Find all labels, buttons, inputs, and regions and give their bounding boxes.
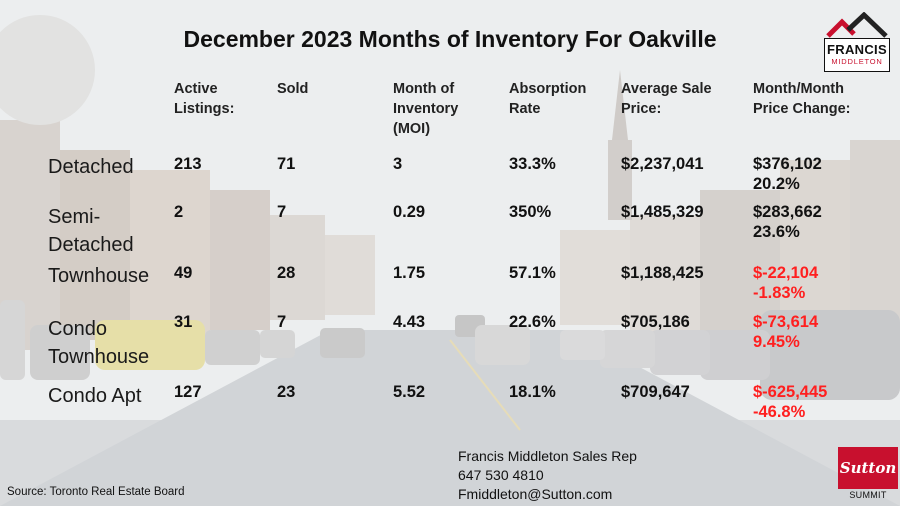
cell-avg-price: $705,186 <box>621 313 690 331</box>
cell-change-pct: -46.8% <box>753 403 806 421</box>
cell-moi: 1.75 <box>393 264 426 282</box>
cell-avg-price: $1,485,329 <box>621 203 704 221</box>
cell-change-pct: 23.6% <box>753 223 800 241</box>
logo-name: FRANCIS <box>827 42 887 57</box>
cell-moi: 3 <box>393 155 403 173</box>
cell-change-amount: $-73,614 <box>753 313 819 331</box>
contact-email: Fmiddleton@Sutton.com <box>458 486 613 502</box>
cell-change-pct: 20.2% <box>753 175 800 193</box>
cell-active: 127 <box>174 383 202 401</box>
cell-avg-price: $1,188,425 <box>621 264 704 282</box>
cell-moi: 5.52 <box>393 383 426 401</box>
cell-change-pct: -1.83% <box>753 284 806 302</box>
row-label-detached: Detached <box>48 156 134 178</box>
cell-sold: 28 <box>277 264 296 282</box>
cell-absorption: 22.6% <box>509 313 556 331</box>
page-title: December 2023 Months of Inventory For Oa… <box>183 26 717 52</box>
cell-active: 49 <box>174 264 193 282</box>
cell-change-pct: 9.45% <box>753 333 800 351</box>
header-average-sale-price: Average Sale Price: <box>621 81 712 117</box>
cell-change-amount: $283,662 <box>753 203 822 221</box>
contact-phone: 647 530 4810 <box>458 467 544 483</box>
cell-absorption: 57.1% <box>509 264 556 282</box>
row-label-condo-apt: Condo Apt <box>48 385 142 407</box>
cell-avg-price: $709,647 <box>621 383 690 401</box>
cell-active: 2 <box>174 203 184 221</box>
cell-sold: 71 <box>277 155 296 173</box>
logo-text-box: FRANCIS MIDDLETON <box>824 38 890 72</box>
sutton-logo: Sutton SUMMIT <box>838 447 898 503</box>
header-sold: Sold <box>277 81 309 97</box>
sutton-sub: SUMMIT <box>849 490 887 500</box>
cell-sold: 23 <box>277 383 296 401</box>
cell-absorption: 33.3% <box>509 155 556 173</box>
row-label-semi-detached: Semi- Detached <box>48 206 134 256</box>
cell-change-amount: $376,102 <box>753 155 822 173</box>
contact-block: Francis Middleton Sales Rep 647 530 4810… <box>458 447 637 504</box>
header-month-month-price-change: Month/Month Price Change: <box>753 81 851 117</box>
cell-absorption: 18.1% <box>509 383 556 401</box>
cell-active: 31 <box>174 313 193 331</box>
row-label-townhouse: Townhouse <box>48 265 150 287</box>
cell-change-amount: $-625,445 <box>753 383 828 401</box>
row-label-condo-townhouse: Condo Townhouse <box>48 318 150 368</box>
cell-active: 213 <box>174 155 202 173</box>
header-month-of-inventory: Month of Inventory (MOI) <box>393 81 459 137</box>
cell-moi: 4.43 <box>393 313 426 331</box>
header-absorption-rate: Absorption Rate <box>509 81 587 117</box>
header-active-listings: Active Listings: <box>174 81 235 117</box>
sutton-brand: Sutton <box>838 447 898 489</box>
logo-subname: MIDDLETON <box>831 57 883 66</box>
cell-sold: 7 <box>277 203 287 221</box>
francis-middleton-logo: FRANCIS MIDDLETON <box>824 12 890 72</box>
contact-name: Francis Middleton Sales Rep <box>458 448 637 464</box>
cell-moi: 0.29 <box>393 203 426 221</box>
cell-absorption: 350% <box>509 203 552 221</box>
cell-sold: 7 <box>277 313 287 331</box>
cell-change-amount: $-22,104 <box>753 264 819 282</box>
house-roof-icon <box>826 12 888 38</box>
cell-avg-price: $2,237,041 <box>621 155 704 173</box>
source-note: Source: Toronto Real Estate Board <box>7 486 185 498</box>
